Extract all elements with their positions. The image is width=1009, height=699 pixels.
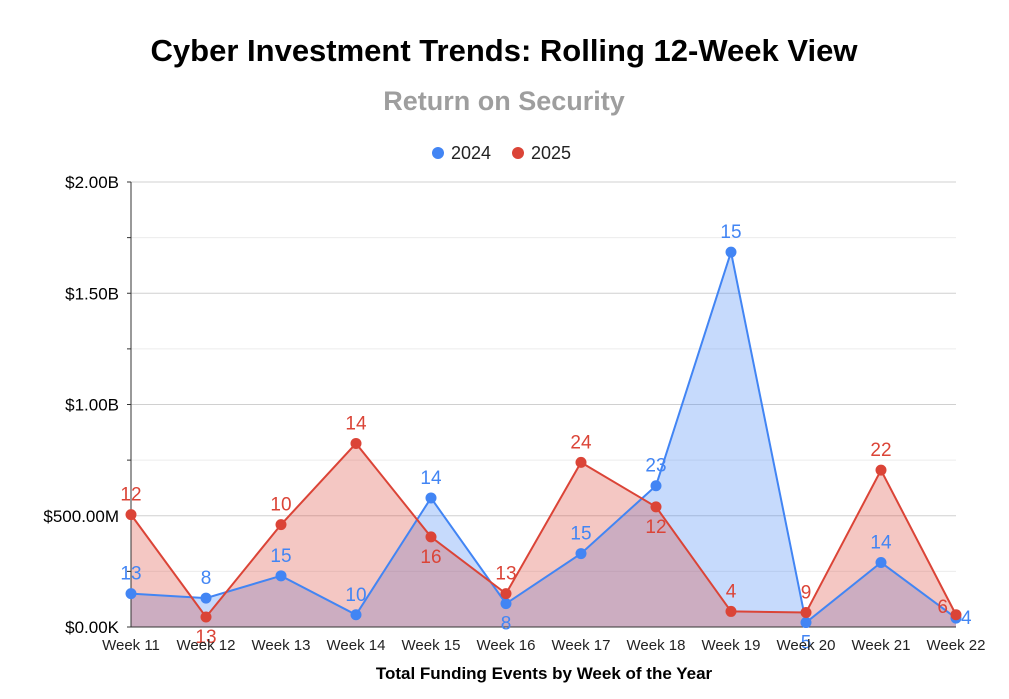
data-label-2024: 15: [270, 546, 291, 567]
chart-title: Cyber Investment Trends: Rolling 12-Week…: [151, 33, 859, 68]
data-point-2025: [875, 464, 887, 476]
data-point-2024: [275, 570, 287, 582]
x-tick-label: Week 14: [327, 637, 386, 654]
data-label-2025: 4: [726, 581, 737, 602]
legend-marker-2024: [432, 147, 444, 159]
x-tick-label: Week 12: [177, 637, 236, 654]
data-label-2025: 9: [801, 583, 812, 604]
y-tick-label: $0.00K: [65, 618, 120, 637]
data-point-2025: [800, 607, 812, 619]
x-tick-label: Week 22: [927, 637, 986, 654]
data-point-2024: [500, 598, 512, 610]
x-tick-label: Week 19: [702, 637, 761, 654]
legend-label-2024: 2024: [451, 143, 491, 163]
data-label-2025: 6: [937, 597, 948, 618]
data-label-2024: 14: [420, 468, 442, 489]
x-tick-label: Week 18: [627, 637, 686, 654]
x-tick-label: Week 11: [102, 637, 160, 654]
legend-marker-2025: [512, 147, 524, 159]
chart-subtitle: Return on Security: [383, 86, 625, 116]
data-label-2025: 13: [195, 627, 216, 648]
data-label-2025: 14: [345, 413, 367, 434]
x-tick-label: Week 13: [252, 637, 311, 654]
data-point-2024: [800, 617, 812, 629]
data-point-2025: [125, 509, 137, 521]
data-point-2024: [200, 592, 212, 604]
data-point-2024: [350, 609, 362, 621]
x-axis-label: Total Funding Events by Week of the Year: [376, 664, 713, 683]
gridlines: [131, 181, 956, 572]
y-tick-label: $2.00B: [65, 173, 119, 192]
series-lines: [130, 248, 957, 625]
legend: 2024 2025: [432, 143, 571, 163]
data-point-2025: [725, 605, 737, 617]
line-series-2025: [130, 441, 957, 619]
data-point-2024: [650, 480, 662, 492]
data-label-2024: 10: [345, 585, 366, 606]
data-label-2024: 14: [870, 532, 892, 553]
data-label-2025: 12: [645, 517, 666, 538]
x-axis-ticks: Week 11 Week 12 Week 13 Week 14 Week 15 Week …: [102, 637, 985, 654]
data-point-2024: [725, 246, 737, 258]
data-point-2025: [425, 531, 437, 543]
data-label-2024: 15: [720, 222, 741, 243]
area-series-2025: [131, 443, 956, 627]
data-labels: 13 8 15 10 14 8 15 23 15 5 14 4 12 13 10 14 16 13 24 12 4 9 22…: [120, 222, 972, 653]
data-point-2025: [200, 611, 212, 623]
data-label-2025: 22: [870, 440, 891, 461]
data-point-2025: [275, 519, 287, 531]
axes: [127, 181, 956, 628]
x-tick-label: Week 20: [777, 637, 836, 654]
data-point-2025: [650, 501, 662, 513]
series-areas: [131, 252, 956, 627]
x-tick-label: Week 17: [552, 637, 611, 654]
y-tick-label: $500.00M: [43, 507, 119, 526]
data-point-2024: [875, 556, 887, 568]
data-label-2025: 10: [270, 495, 291, 516]
data-label-2025: 24: [570, 432, 592, 453]
series-points: [125, 246, 962, 629]
legend-label-2025: 2025: [531, 143, 571, 163]
data-point-2025: [500, 588, 512, 600]
x-tick-label: Week 16: [477, 637, 536, 654]
data-label-2024: 23: [645, 456, 666, 477]
data-point-2024: [575, 548, 587, 560]
data-point-2024: [125, 588, 137, 600]
data-label-2025: 16: [420, 547, 441, 568]
x-tick-label: Week 15: [402, 637, 461, 654]
data-label-2025: 12: [120, 485, 141, 506]
data-label-2025: 13: [495, 564, 516, 585]
data-label-2024: 13: [120, 564, 141, 585]
y-tick-label: $1.00B: [65, 396, 119, 415]
data-label-2024: 5: [801, 633, 812, 654]
y-axis-ticks: $0.00K $500.00M $1.00B $1.50B $2.00B: [43, 173, 119, 637]
y-tick-label: $1.50B: [65, 284, 119, 303]
data-point-2025: [950, 609, 962, 621]
data-label-2024: 15: [570, 524, 591, 545]
data-label-2024: 8: [201, 568, 212, 589]
line-series-2024: [130, 248, 957, 625]
data-label-2024: 8: [501, 614, 512, 635]
data-label-2024: 4: [961, 608, 972, 629]
data-point-2024: [425, 492, 437, 504]
x-tick-label: Week 21: [852, 637, 911, 654]
data-point-2025: [575, 456, 587, 468]
data-point-2025: [350, 437, 362, 449]
